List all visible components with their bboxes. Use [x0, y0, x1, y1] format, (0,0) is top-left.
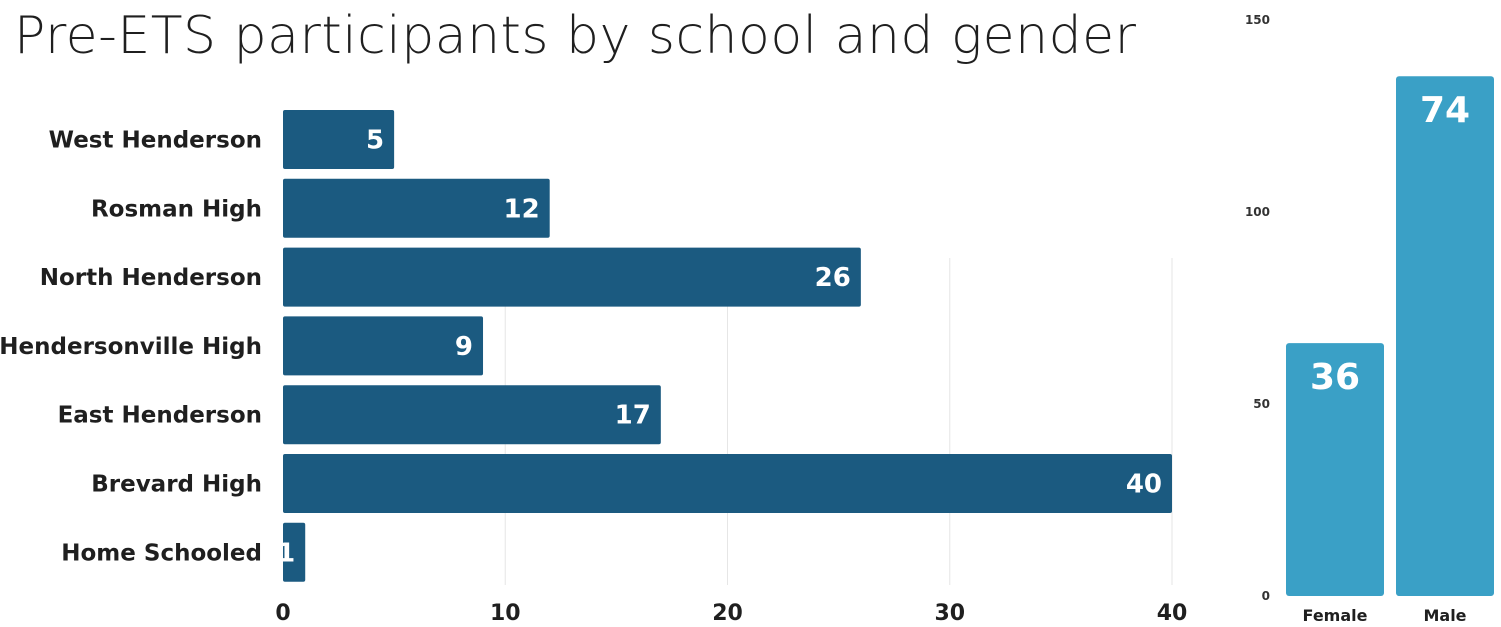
category-label-brevard-high: Brevard High — [91, 472, 262, 498]
bar-brevard-high — [283, 454, 1172, 513]
bar-value-north-henderson: 26 — [815, 263, 851, 293]
chart-title: Pre-ETS participants by school and gende… — [14, 6, 1137, 66]
category-label-home-schooled: Home Schooled — [61, 540, 262, 566]
gender-chart-category-labels: Female Male — [1303, 606, 1467, 625]
y-tick-label-0: 0 — [1262, 589, 1270, 603]
bar-value-home-schooled: 1 — [277, 538, 295, 568]
y-tick-label-100: 100 — [1245, 205, 1270, 219]
bar-east-henderson — [283, 385, 661, 445]
gender-chart-bars: 36 74 — [1286, 76, 1494, 596]
bar-hendersonville-high — [283, 316, 484, 376]
bar-value-west-henderson: 5 — [366, 126, 384, 156]
x-tick-label-20: 20 — [712, 601, 743, 626]
bar-male — [1396, 76, 1494, 596]
bar-rosman-high — [283, 178, 550, 238]
category-label-hendersonville-high: Hendersonville High — [0, 334, 262, 360]
gender-chart-y-ticks: 0 50 100 150 — [1245, 13, 1270, 603]
school-chart-bars: 5 12 26 9 17 40 1 — [277, 110, 1172, 582]
category-label-north-henderson: North Henderson — [40, 265, 262, 291]
school-chart-category-labels: West Henderson Rosman High North Henderson… — [0, 128, 262, 567]
bar-home-schooled — [283, 522, 306, 582]
bar-west-henderson — [283, 110, 395, 169]
bar-value-female: 36 — [1310, 357, 1360, 398]
bar-value-east-henderson: 17 — [615, 401, 651, 431]
school-chart-gridlines — [504, 258, 1173, 585]
x-tick-label-0: 0 — [275, 601, 290, 626]
x-tick-label-40: 40 — [1157, 601, 1188, 626]
bar-north-henderson — [283, 247, 861, 307]
bar-value-male: 74 — [1420, 90, 1470, 131]
x-tick-label-30: 30 — [934, 601, 965, 626]
school-chart-x-ticks: 0 10 20 30 40 — [275, 601, 1187, 626]
category-label-female: Female — [1303, 606, 1368, 625]
category-label-rosman-high: Rosman High — [91, 196, 262, 222]
category-label-east-henderson: East Henderson — [58, 403, 262, 429]
y-tick-label-150: 150 — [1245, 13, 1270, 27]
bar-female — [1286, 343, 1384, 596]
x-tick-label-10: 10 — [490, 601, 521, 626]
bar-value-hendersonville-high: 9 — [455, 332, 473, 362]
category-label-male: Male — [1423, 606, 1466, 625]
bar-value-brevard-high: 40 — [1126, 470, 1162, 500]
y-tick-label-50: 50 — [1253, 397, 1270, 411]
category-label-west-henderson: West Henderson — [49, 128, 262, 154]
bar-value-rosman-high: 12 — [504, 194, 540, 224]
